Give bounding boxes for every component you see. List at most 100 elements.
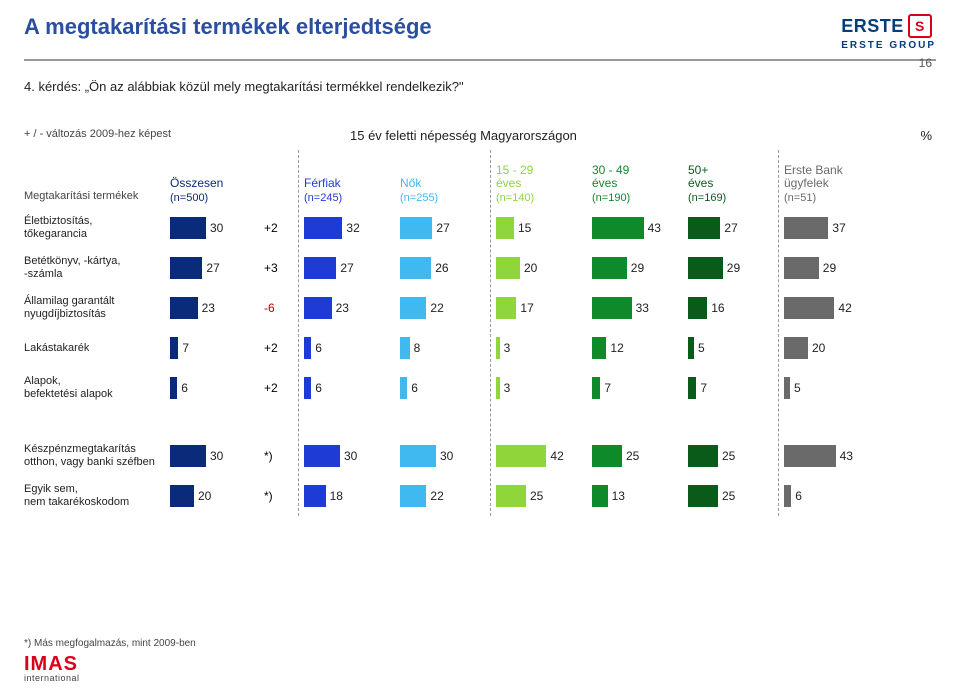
col-header-erste: Erste Bankügyfelek(n=51) xyxy=(780,164,876,204)
col-label: 15 - 29éves xyxy=(496,164,588,190)
table-row: Államilag garantáltnyugdíjbiztosítás23-6… xyxy=(24,288,936,328)
table-row: Alapok,befektetési alapok6+2663775 xyxy=(24,368,936,408)
bar-value: 6 xyxy=(411,381,418,395)
bar xyxy=(170,485,194,507)
bar xyxy=(304,257,336,279)
bar-value: 13 xyxy=(612,489,625,503)
cell-age3: 16 xyxy=(684,297,780,319)
bar xyxy=(400,257,431,279)
bar-value: 25 xyxy=(722,489,735,503)
bar xyxy=(304,217,342,239)
col-label: Összesen xyxy=(170,177,262,190)
col-label: 30 - 49éves xyxy=(592,164,684,190)
delta-value: -6 xyxy=(264,301,275,315)
bar xyxy=(304,445,340,467)
bar xyxy=(784,445,836,467)
cell-female: 27 xyxy=(396,217,492,239)
row-axis-label: Megtakarítási termékek xyxy=(24,190,166,204)
bar-value: 3 xyxy=(504,381,511,395)
row-label: Lakástakarék xyxy=(24,342,166,355)
bar xyxy=(400,217,432,239)
row-label: Életbiztosítás,tőkegarancia xyxy=(24,215,166,240)
cell-age2: 7 xyxy=(588,377,684,399)
bar-value: 7 xyxy=(182,341,189,355)
col-n: (n=255) xyxy=(400,192,492,204)
cell-age1: 17 xyxy=(492,297,588,319)
bar-value: 12 xyxy=(610,341,623,355)
col-n: (n=190) xyxy=(592,192,684,204)
cell-erste: 42 xyxy=(780,297,876,319)
cell-female: 6 xyxy=(396,377,492,399)
cell-male: 6 xyxy=(300,337,396,359)
cell-female: 8 xyxy=(396,337,492,359)
cell-male: 23 xyxy=(300,297,396,319)
bar-value: 16 xyxy=(711,301,724,315)
cell-erste: 29 xyxy=(780,257,876,279)
bar-value: 25 xyxy=(722,449,735,463)
bar-value: 25 xyxy=(530,489,543,503)
cell-age3: 29 xyxy=(684,257,780,279)
bar-value: 5 xyxy=(794,381,801,395)
bar xyxy=(688,337,694,359)
chart-area: Megtakarítási termékekÖsszesen(n=500) Fér… xyxy=(24,150,936,516)
column-headers: Megtakarítási termékekÖsszesen(n=500) Fér… xyxy=(24,150,936,204)
bar xyxy=(304,377,311,399)
bar-value: 29 xyxy=(823,261,836,275)
cell-age3: 25 xyxy=(684,445,780,467)
bar xyxy=(496,485,526,507)
cell-female: 26 xyxy=(396,257,492,279)
bar xyxy=(400,337,410,359)
col-header-male: Férfiak(n=245) xyxy=(300,177,396,204)
erste-word: ERSTE xyxy=(841,16,904,37)
bar xyxy=(496,297,516,319)
bar xyxy=(592,297,632,319)
cell-female: 22 xyxy=(396,297,492,319)
bar-value: 43 xyxy=(648,221,661,235)
cell-delta: +3 xyxy=(262,261,300,275)
bar xyxy=(784,377,790,399)
bar xyxy=(170,297,198,319)
col-header-total: Összesen(n=500) xyxy=(166,177,262,204)
bar-value: 42 xyxy=(838,301,851,315)
erste-sub: ERSTE GROUP xyxy=(841,40,936,51)
table-row: Életbiztosítás,tőkegarancia30+2322715432… xyxy=(24,208,936,248)
bar-value: 30 xyxy=(440,449,453,463)
bar xyxy=(592,445,622,467)
bar-value: 5 xyxy=(698,341,705,355)
cell-total: 7 xyxy=(166,337,262,359)
imas-main: IMAS xyxy=(24,654,80,674)
bar-value: 7 xyxy=(700,381,707,395)
bar-value: 26 xyxy=(435,261,448,275)
bar xyxy=(688,445,718,467)
cell-delta: +2 xyxy=(262,341,300,355)
bar xyxy=(400,297,426,319)
col-header-age3: 50+éves(n=169) xyxy=(684,164,780,204)
cell-age1: 25 xyxy=(492,485,588,507)
bar-value: 32 xyxy=(346,221,359,235)
bar xyxy=(496,337,500,359)
cell-age2: 12 xyxy=(588,337,684,359)
table-row: Készpénzmegtakarításotthon, vagy banki s… xyxy=(24,436,936,476)
cell-male: 27 xyxy=(300,257,396,279)
col-label: Erste Bankügyfelek xyxy=(784,164,876,190)
bar-value: 6 xyxy=(315,341,322,355)
bar xyxy=(170,377,177,399)
bar xyxy=(784,337,808,359)
bar xyxy=(688,217,720,239)
delta-value: +2 xyxy=(264,381,278,395)
bar xyxy=(592,217,644,239)
cell-age1: 3 xyxy=(492,337,588,359)
col-header-age1: 15 - 29éves(n=140) xyxy=(492,164,588,204)
page-number: 16 xyxy=(919,56,932,70)
bar-value: 6 xyxy=(181,381,188,395)
bar-value: 27 xyxy=(206,261,219,275)
col-header-age2: 30 - 49éves (n=190) xyxy=(588,164,684,204)
bar-value: 27 xyxy=(724,221,737,235)
bar xyxy=(688,297,707,319)
table-row: Lakástakarék7+268312520 xyxy=(24,328,936,368)
imas-logo: IMAS international xyxy=(24,654,80,683)
cell-delta: +2 xyxy=(262,221,300,235)
bar xyxy=(688,257,723,279)
bar xyxy=(170,445,206,467)
bar-value: 3 xyxy=(504,341,511,355)
